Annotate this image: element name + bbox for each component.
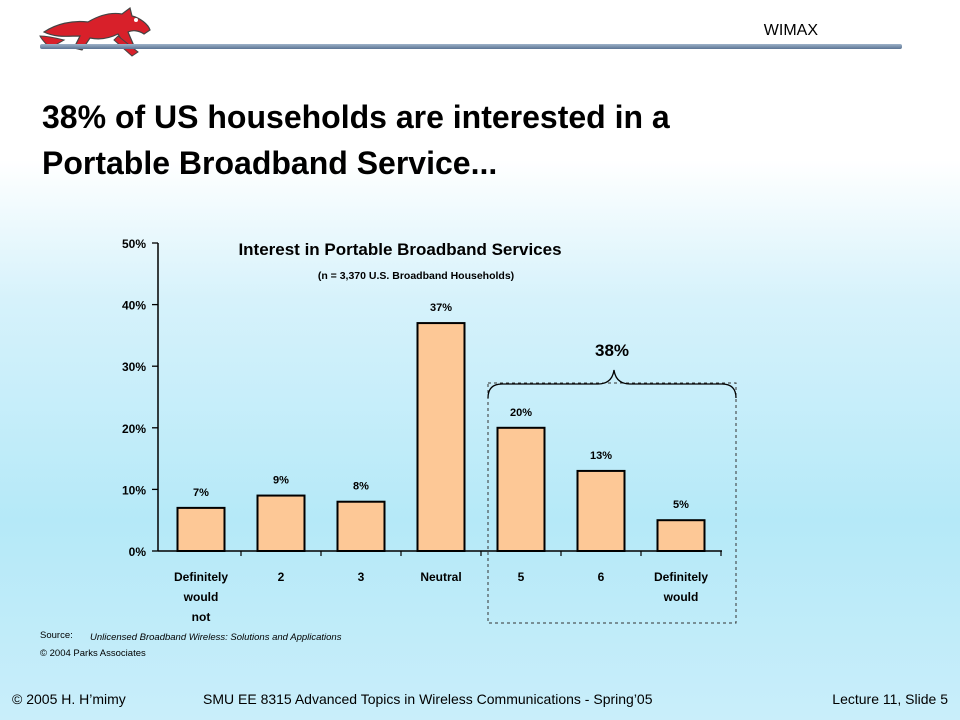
x-category-label: 2: [278, 570, 285, 584]
bar: [576, 469, 626, 553]
bar-value-label: 20%: [510, 407, 532, 419]
source-text: Unlicensed Broadband Wireless: Solutions…: [90, 632, 342, 643]
bar-value-label: 9%: [273, 475, 289, 487]
bar-value-label: 8%: [353, 481, 369, 493]
x-axis-labels: Definitely would not 2 3 Neutral 5 6 Definitely w…: [174, 551, 722, 624]
group-brace: [487, 369, 737, 399]
bar: [176, 506, 226, 553]
bracket-label: 38%: [595, 341, 629, 360]
x-category-label: Definitely: [654, 570, 708, 584]
y-axis-ticks: 0% 10% 20% 30% 40% 50%: [122, 237, 158, 559]
group-dashed-box: [487, 382, 737, 624]
header-rule: [40, 44, 902, 49]
x-category-label: would: [663, 590, 699, 604]
bar-value-label: 13%: [590, 450, 612, 462]
header-label: WIMAX: [763, 22, 818, 39]
x-category-label: 5: [518, 570, 525, 584]
bar: [416, 322, 466, 552]
bar: [256, 494, 306, 552]
y-tick-label: 20%: [122, 422, 146, 436]
source-copyright: © 2004 Parks Associates: [40, 648, 146, 659]
bar-value-label: 7%: [193, 487, 209, 499]
chart-title: Interest in Portable Broadband Services: [238, 240, 561, 259]
y-tick-label: 50%: [122, 237, 146, 251]
footer-slide-number: Lecture 11, Slide 5: [832, 691, 948, 707]
footer-course: SMU EE 8315 Advanced Topics in Wireless …: [203, 691, 653, 707]
slide-title: 38% of US households are interested in a…: [42, 94, 902, 186]
y-tick-label: 0%: [129, 545, 147, 559]
slide-title-line-1: 38% of US households are interested in a: [42, 99, 670, 135]
bar-value-label: 37%: [430, 302, 452, 314]
x-category-label: 6: [598, 570, 605, 584]
x-category-label: Neutral: [420, 570, 461, 584]
bars-group: 7% 9% 8% 37% 20% 13% 5%: [176, 302, 706, 553]
x-category-label: would: [183, 590, 219, 604]
y-tick-label: 40%: [122, 299, 146, 313]
bar-value-label: 5%: [673, 499, 689, 511]
y-tick-label: 10%: [122, 483, 146, 497]
bar: [336, 500, 386, 552]
x-category-label: Definitely: [174, 570, 228, 584]
y-tick-label: 30%: [122, 360, 146, 374]
chart-subtitle: (n = 3,370 U.S. Broadband Households): [318, 270, 514, 282]
slide-title-line-2: Portable Broadband Service...: [42, 145, 498, 181]
source-label: Source:: [40, 630, 73, 641]
bar: [656, 519, 706, 553]
bar: [496, 426, 546, 552]
x-category-label: 3: [358, 570, 365, 584]
x-category-label: not: [192, 610, 211, 624]
footer-copyright: © 2005 H. H’mimy: [12, 691, 126, 707]
